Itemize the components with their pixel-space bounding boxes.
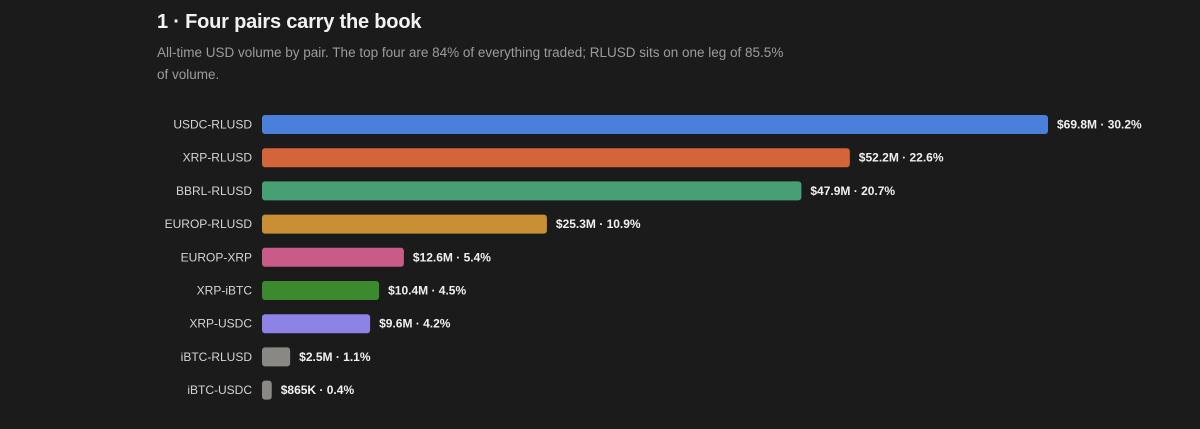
category-label: XRP-RLUSD: [183, 151, 253, 165]
bar: [262, 347, 291, 367]
value-label: $47.9M · 20.7%: [810, 184, 895, 198]
bar: [262, 115, 1048, 134]
chart-title: 1 · Four pairs carry the book: [157, 11, 422, 33]
category-label: EUROP-RLUSD: [165, 217, 253, 231]
bar: [262, 214, 547, 234]
chart-subtitle: All-time USD volume by pair. The top fou…: [157, 45, 784, 82]
value-label: $52.2M · 22.6%: [859, 151, 944, 165]
value-label: $69.8M · 30.2%: [1057, 118, 1142, 132]
bar: [262, 380, 272, 400]
category-label: EUROP-XRP: [181, 250, 252, 264]
value-label: $865K · 0.4%: [281, 383, 355, 397]
category-label: USDC-RLUSD: [173, 118, 252, 132]
category-label: XRP-iBTC: [197, 284, 253, 298]
bar: [262, 247, 404, 267]
category-label: iBTC-USDC: [187, 383, 252, 397]
value-label: $12.6M · 5.4%: [413, 250, 491, 264]
bar: [262, 314, 371, 334]
value-label: $25.3M · 10.9%: [556, 217, 641, 231]
bar: [262, 148, 850, 168]
bar: [262, 281, 380, 300]
category-label: iBTC-RLUSD: [181, 350, 253, 364]
value-label: $9.6M · 4.2%: [379, 317, 451, 331]
value-label: $10.4M · 4.5%: [388, 284, 466, 298]
category-label: XRP-USDC: [189, 317, 252, 331]
bar: [262, 181, 802, 201]
category-label: BBRL-RLUSD: [176, 184, 252, 198]
value-label: $2.5M · 1.1%: [299, 350, 371, 364]
